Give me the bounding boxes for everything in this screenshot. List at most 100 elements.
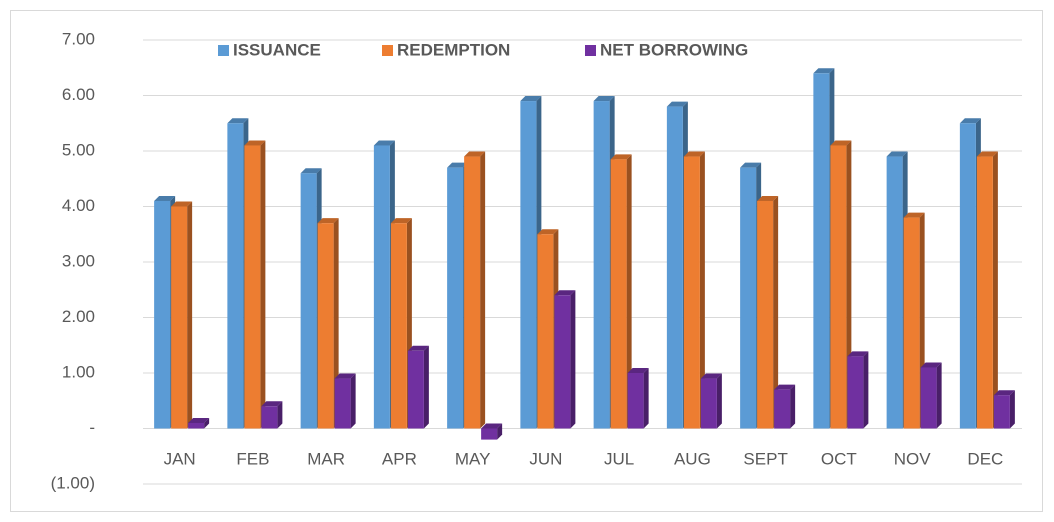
y-tick-label: 4.00 — [62, 196, 95, 215]
bar-top — [683, 151, 705, 157]
legend-swatch — [218, 45, 229, 56]
x-tick-label: JUN — [529, 449, 562, 468]
bar-side — [863, 351, 869, 429]
x-tick-label: JAN — [164, 449, 196, 468]
bar-side — [626, 154, 632, 429]
bar-top — [554, 290, 576, 296]
bar-side — [277, 401, 283, 429]
bar — [920, 367, 937, 429]
bar — [373, 145, 390, 429]
bar-top — [740, 162, 762, 168]
y-tick-label: 2.00 — [62, 307, 95, 326]
bar-top — [481, 423, 503, 429]
x-tick-label: FEB — [236, 449, 269, 468]
x-tick-label: AUG — [674, 449, 711, 468]
x-tick-label: OCT — [821, 449, 857, 468]
bar — [903, 217, 920, 429]
legend-swatch — [382, 45, 393, 56]
bar — [700, 378, 717, 429]
legend-label: ISSUANCE — [233, 40, 321, 59]
bar-top — [244, 140, 266, 146]
bar — [886, 156, 903, 429]
bar — [757, 200, 774, 429]
x-tick-label: JUL — [604, 449, 634, 468]
bar — [464, 156, 481, 429]
bar-side — [480, 151, 486, 429]
bar-top — [227, 118, 249, 124]
bar-top — [959, 118, 981, 124]
bar — [407, 350, 424, 429]
bar-side — [204, 417, 210, 429]
bar-top — [154, 195, 176, 201]
bar-top — [464, 151, 486, 157]
bar-top — [920, 362, 942, 368]
bar — [847, 356, 864, 429]
bar-side — [423, 345, 429, 429]
bar-side — [716, 373, 722, 429]
y-tick-label: (1.00) — [51, 473, 95, 492]
x-tick-label: SEPT — [743, 449, 787, 468]
bar-top — [373, 140, 395, 146]
bar-top — [700, 373, 722, 379]
bar — [813, 73, 830, 429]
x-tick-label: MAY — [455, 449, 491, 468]
bar-side — [790, 384, 796, 429]
bar — [959, 123, 976, 429]
y-tick-label: 1.00 — [62, 362, 95, 381]
bar-top — [593, 96, 615, 102]
bar-top — [886, 151, 908, 157]
bar — [993, 395, 1010, 429]
bar — [537, 234, 554, 429]
bar — [334, 378, 351, 429]
y-tick-label: 3.00 — [62, 251, 95, 270]
bar — [390, 223, 407, 429]
bar — [593, 101, 610, 429]
bar-top — [666, 101, 688, 107]
bar — [317, 223, 334, 429]
bar-side — [350, 373, 356, 429]
bar — [774, 389, 791, 429]
bar-top — [830, 140, 852, 146]
y-tick-label: - — [89, 418, 95, 437]
bar-top — [171, 201, 193, 207]
legend-label: NET BORROWING — [600, 40, 748, 59]
bar-side — [187, 201, 193, 429]
legend-label: REDEMPTION — [397, 40, 510, 59]
x-tick-label: APR — [382, 449, 417, 468]
bar-top — [520, 96, 542, 102]
bar — [244, 145, 261, 429]
bar-top — [774, 384, 796, 390]
bar-side — [260, 140, 266, 429]
bar-top — [847, 351, 869, 357]
bar — [154, 200, 171, 429]
bar — [610, 159, 627, 429]
bar-side — [497, 423, 503, 440]
bar-top — [903, 212, 925, 218]
bar — [188, 422, 205, 429]
bar-top — [300, 168, 322, 174]
bar-side — [936, 362, 942, 429]
bar — [830, 145, 847, 429]
bar — [666, 106, 683, 429]
bar — [227, 123, 244, 429]
bar — [740, 167, 757, 429]
bar-top — [993, 390, 1015, 396]
bar-side — [773, 195, 779, 429]
bar-top — [261, 401, 283, 407]
bar — [554, 295, 571, 429]
bar — [976, 156, 993, 429]
bar — [683, 156, 700, 429]
bar — [171, 206, 188, 429]
legend-swatch — [585, 45, 596, 56]
bar-top — [334, 373, 356, 379]
bar — [481, 428, 498, 440]
bar — [627, 373, 644, 429]
bar-top — [757, 195, 779, 201]
bar-top — [317, 218, 339, 224]
bar-top — [976, 151, 998, 157]
bar-top — [627, 368, 649, 373]
y-tick-label: 6.00 — [62, 85, 95, 104]
bar-top — [390, 218, 412, 224]
x-tick-label: MAR — [307, 449, 345, 468]
